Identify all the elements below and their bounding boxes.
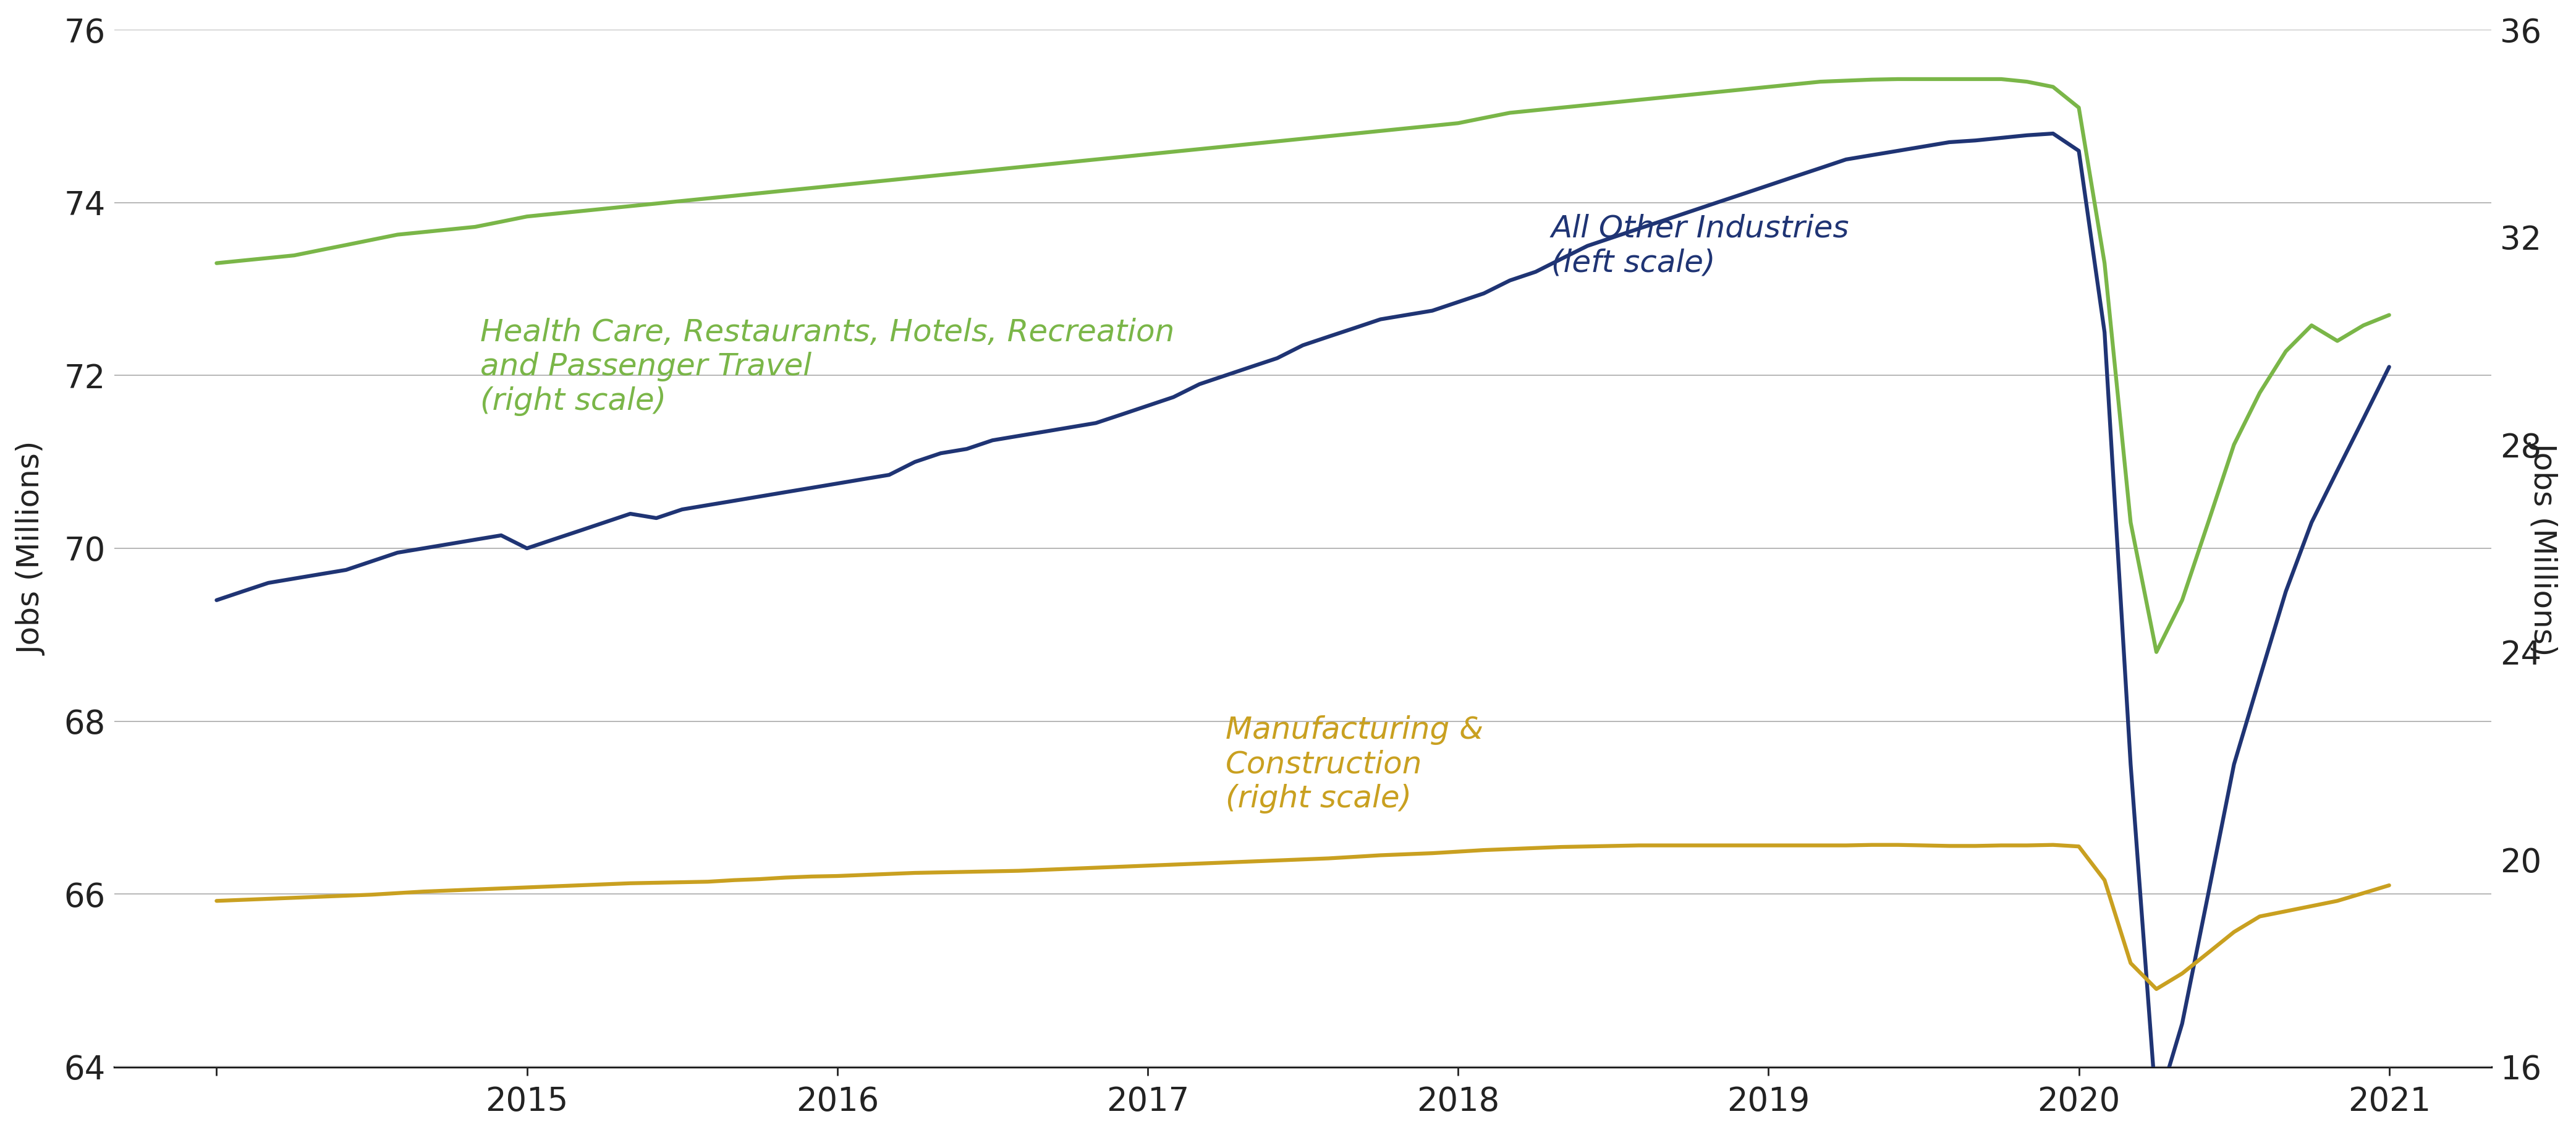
- Y-axis label: Jobs (Millions): Jobs (Millions): [18, 442, 46, 655]
- Y-axis label: Jobs (Millions): Jobs (Millions): [2530, 442, 2558, 655]
- Text: All Other Industries
(left scale): All Other Industries (left scale): [1551, 213, 1850, 278]
- Text: Health Care, Restaurants, Hotels, Recreation
and Passenger Travel
(right scale): Health Care, Restaurants, Hotels, Recrea…: [479, 318, 1175, 417]
- Text: Manufacturing &
Construction
(right scale): Manufacturing & Construction (right scal…: [1226, 715, 1484, 814]
